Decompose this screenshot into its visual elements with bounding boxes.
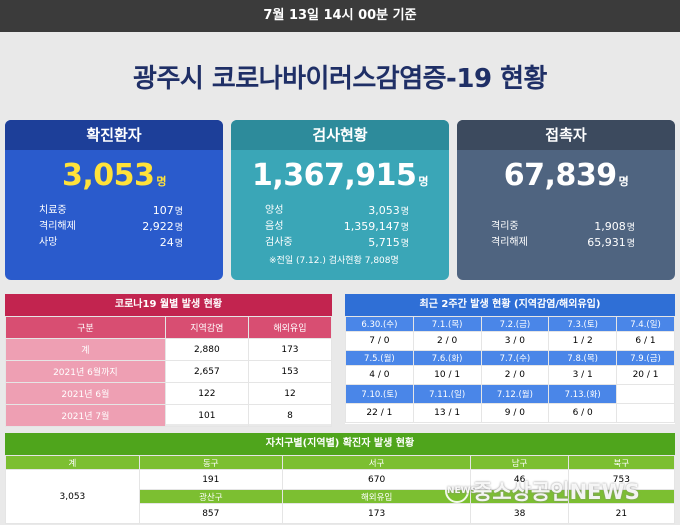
tests-total: 1,367,915 명 bbox=[251, 158, 429, 193]
recent-caption: 최근 2주간 발생 현황 (지역감염/해외유입) bbox=[345, 294, 675, 316]
table-row: 계 2,880 173 bbox=[5, 338, 333, 361]
district-table-box: 자치구별(지역별) 확진자 발생 현황 계 동구 서구 남구 북구 3,053 … bbox=[5, 433, 676, 524]
table-row: 2021년 6월까지 2,657 153 bbox=[5, 360, 333, 383]
news-watermark: NEWS 중소상공인NEWS bbox=[445, 476, 640, 506]
tests-row-pending: 검사중 5,715명 bbox=[265, 236, 409, 249]
contacts-row-released: 격리해제 65,931명 bbox=[491, 236, 635, 249]
date-row: 7.10.(토) 7.11.(일) 7.12.(월) 7.13.(화) bbox=[345, 384, 675, 404]
recent-table: 6.30.(수) 7.1.(목) 7.2.(금) 7.3.(토) 7.4.(일) 7 /… bbox=[345, 316, 675, 423]
contacts-card-title: 접촉자 bbox=[457, 120, 675, 150]
confirmed-row-released: 격리해제 2,922명 bbox=[39, 220, 183, 233]
monthly-header: 구분 bbox=[5, 316, 166, 339]
page-title: 광주시 코로나바이러스감염증-19 현황 bbox=[133, 64, 547, 94]
confirmed-total: 3,053 명 bbox=[61, 158, 167, 193]
table-row: 2021년 7월 101 8 bbox=[5, 404, 333, 427]
contacts-card: 접촉자 67,839 명 격리중 1,908명 격리해제 65,931명 bbox=[457, 120, 675, 280]
tests-note: ※전일 (7.12.) 검사현황 7,808명 bbox=[269, 256, 399, 266]
table-row: 857 173 38 21 bbox=[6, 503, 676, 524]
monthly-table-box: 코로나19 월별 발생 현황 구분 지역감염 해외유입 계 2,880 173 20… bbox=[5, 294, 333, 427]
district-caption: 자치구별(지역별) 확진자 발생 현황 bbox=[5, 433, 675, 455]
table-row: 2021년 6월 122 12 bbox=[5, 382, 333, 405]
tests-card: 검사현황 1,367,915 명 양성 3,053명 음성 1,359,147명 검사… bbox=[231, 120, 449, 280]
date-row: 7.5.(월) 7.6.(화) 7.7.(수) 7.8.(목) 7.9.(금) bbox=[345, 350, 675, 366]
contacts-total: 67,839 명 bbox=[503, 158, 629, 193]
watermark-text: 중소상공인NEWS bbox=[473, 480, 640, 504]
monthly-table: 구분 지역감염 해외유입 계 2,880 173 2021년 6월까지 2,657 15… bbox=[5, 316, 333, 427]
monthly-header: 해외유입 bbox=[247, 316, 333, 339]
confirmed-row-deaths: 사망 24명 bbox=[39, 236, 183, 249]
timestamp-text: 7월 13일 14시 00분 기준 bbox=[263, 8, 417, 23]
tests-row-positive: 양성 3,053명 bbox=[265, 204, 409, 217]
confirmed-card-title: 확진환자 bbox=[5, 120, 223, 150]
contacts-row-isolating: 격리중 1,908명 bbox=[491, 220, 635, 233]
tests-card-title: 검사현황 bbox=[231, 120, 449, 150]
date-row: 6.30.(수) 7.1.(목) 7.2.(금) 7.3.(토) 7.4.(일) bbox=[345, 316, 675, 332]
district-table: 계 동구 서구 남구 북구 3,053 191 670 46 753 광산구 해… bbox=[5, 455, 676, 524]
tests-row-negative: 음성 1,359,147명 bbox=[265, 220, 409, 233]
monthly-caption: 코로나19 월별 발생 현황 bbox=[5, 294, 332, 316]
confirmed-row-treating: 치료중 107명 bbox=[39, 204, 183, 217]
timestamp-bar: 7월 13일 14시 00분 기준 bbox=[0, 0, 680, 32]
confirmed-card: 확진환자 3,053 명 치료중 107명 격리해제 2,922명 사망 24명 bbox=[5, 120, 223, 280]
news-logo-icon: NEWS bbox=[445, 479, 477, 503]
monthly-header: 지역감염 bbox=[164, 316, 249, 339]
recent-table-box: 최근 2주간 발생 현황 (지역감염/해외유입) 6.30.(수) 7.1.(목)… bbox=[345, 294, 675, 424]
